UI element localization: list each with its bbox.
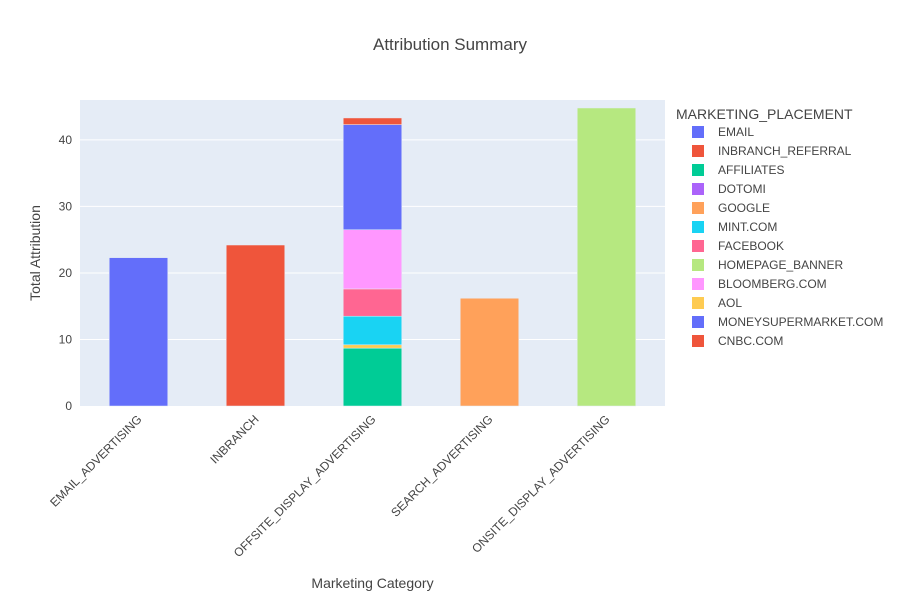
y-axis-title: Total Attribution: [27, 205, 43, 301]
legend-item[interactable]: FACEBOOK: [718, 239, 784, 253]
legend-title: MARKETING_PLACEMENT: [676, 106, 853, 122]
y-tick-label: 20: [59, 266, 73, 280]
y-tick-label: 40: [59, 133, 73, 147]
legend-swatch: [692, 183, 704, 195]
legend-item[interactable]: HOMEPAGE_BANNER: [718, 258, 843, 272]
x-axis-title: Marketing Category: [311, 575, 433, 591]
legend-swatch: [692, 221, 704, 233]
y-tick-label: 30: [59, 199, 73, 213]
legend-item[interactable]: AOL: [718, 296, 742, 310]
bar-segment: [460, 297, 519, 407]
x-tick-labels: EMAIL_ADVERTISING INBRANCHOFFSITE_DISPLAY…: [47, 412, 612, 560]
bar-segment: [343, 117, 402, 125]
legend-swatch: [692, 259, 704, 271]
y-tick-label: 0: [65, 399, 72, 413]
x-tick-label: SEARCH_ADVERTISING: [388, 412, 495, 519]
legend-item[interactable]: AFFILIATES: [718, 163, 784, 177]
bar-segment: [343, 315, 402, 346]
chart-title: Attribution Summary: [373, 35, 527, 54]
legend-item[interactable]: INBRANCH_REFERRAL: [718, 144, 852, 158]
legend-swatch: [692, 164, 704, 176]
legend-swatch: [692, 240, 704, 252]
x-tick-label: OFFSITE_DISPLAY_ADVERTISING: [231, 412, 379, 560]
y-tick-label: 10: [59, 332, 73, 346]
legend-swatch: [692, 202, 704, 214]
bar-segment: [343, 288, 402, 317]
legend-swatch: [692, 316, 704, 328]
x-tick-label: ONSITE_DISPLAY_ADVERTISING: [469, 412, 613, 556]
legend-swatch: [692, 278, 704, 290]
legend-item[interactable]: DOTOMI: [718, 182, 766, 196]
x-tick-label: INBRANCH: [207, 412, 261, 466]
bar-segment: [343, 124, 402, 230]
bar-segment: [343, 344, 402, 349]
legend-item[interactable]: CNBC.COM: [718, 334, 783, 348]
bar-segment: [109, 257, 168, 407]
legend-swatch: [692, 126, 704, 138]
legend-swatch: [692, 335, 704, 347]
bar-segment: [343, 229, 402, 290]
legend: MARKETING_PLACEMENT EMAIL INBRANCH_REFERR…: [676, 106, 883, 348]
legend-item[interactable]: EMAIL: [718, 125, 754, 139]
x-tick-label: EMAIL_ADVERTISING: [47, 412, 144, 509]
bar-segment: [226, 244, 285, 407]
bar-segment: [577, 107, 636, 407]
legend-item[interactable]: GOOGLE: [718, 201, 770, 215]
legend-item[interactable]: MINT.COM: [718, 220, 777, 234]
legend-item[interactable]: MONEYSUPERMARKET.COM: [718, 315, 883, 329]
y-tick-labels: 0 10 20 30 40: [59, 133, 73, 413]
legend-item[interactable]: BLOOMBERG.COM: [718, 277, 827, 291]
bar-segment: [343, 347, 402, 407]
bars: [109, 107, 636, 407]
legend-swatch: [692, 145, 704, 157]
legend-swatch: [692, 297, 704, 309]
